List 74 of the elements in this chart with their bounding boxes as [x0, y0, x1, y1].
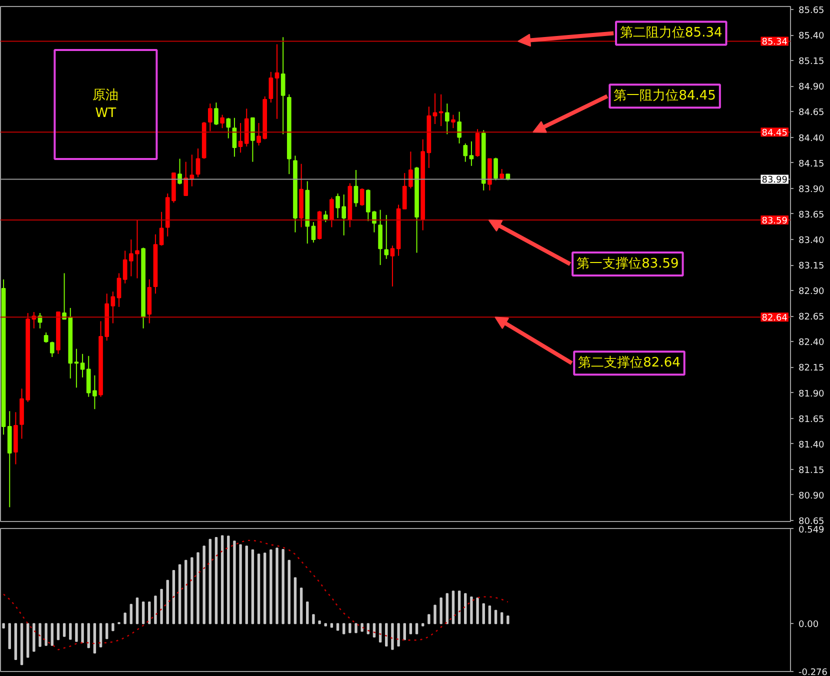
candlestick: [330, 197, 334, 228]
candlestick: [494, 157, 498, 181]
annotation: 第二支撑位82.64: [578, 356, 680, 371]
y-tick-label: 82.90: [798, 287, 825, 298]
y-tick-label: 84.40: [798, 134, 825, 144]
candlestick: [159, 211, 164, 246]
candlestick: [354, 169, 358, 208]
candlestick: [384, 214, 389, 260]
y-tick-label: 81.65: [798, 414, 824, 425]
candlestick: [469, 140, 474, 166]
y-tick-label: 85.40: [798, 32, 825, 42]
annotation: 第二阻力位85.34: [620, 26, 722, 41]
y-tick-label: 82.65: [798, 312, 824, 323]
candlestick: [463, 142, 468, 162]
annotation: 原油 WT: [92, 88, 119, 121]
candlestick: [50, 341, 54, 358]
candlestick: [311, 222, 316, 244]
candlestick: [438, 94, 444, 127]
y-tick-label: -0.276: [798, 668, 828, 676]
candlestick: [280, 36, 286, 135]
y-tick-label: 82.15: [798, 364, 824, 374]
candlestick: [116, 272, 122, 308]
candlestick: [110, 291, 116, 324]
line-series: [2, 540, 509, 650]
candlestick: [122, 250, 128, 284]
candlestick: [274, 44, 280, 120]
y-tick-label: 84.90: [798, 82, 825, 93]
candlestick: [44, 332, 48, 344]
candlestick: [238, 122, 243, 154]
ref-line-label: 82.64: [762, 314, 788, 324]
candlestick: [402, 172, 407, 210]
candlestick: [378, 209, 382, 266]
y-tick-label: 83.65: [798, 210, 824, 220]
y-tick-label: 80.90: [798, 491, 825, 502]
annotation: 第一支撑位83.59: [576, 256, 679, 272]
candlestick: [444, 103, 450, 135]
candlestick: [214, 102, 218, 126]
candlestick: [408, 151, 413, 189]
y-tick-label: 0.549: [798, 526, 825, 536]
y-tick-label: 84.65: [798, 108, 824, 118]
ref-line-label: 83.59: [762, 216, 788, 227]
y-tick-label: 81.15: [798, 466, 824, 476]
candlestick: [184, 161, 188, 196]
ref-line-label: 84.45: [762, 128, 788, 139]
ref-line-label: 83.99: [762, 176, 788, 186]
candlestick: [323, 210, 328, 223]
y-tick-label: 80.65: [798, 516, 824, 527]
candlestick: [178, 158, 182, 185]
y-tick-label: 81.40: [798, 440, 825, 450]
candlestick: [451, 114, 456, 129]
candlestick: [390, 245, 395, 287]
candlestick: [208, 103, 212, 132]
y-tick-label: 83.15: [798, 262, 824, 272]
y-tick-label: 85.15: [798, 57, 824, 68]
candlestick: [475, 128, 480, 158]
candlestick: [250, 117, 255, 162]
candlestick: [74, 348, 79, 388]
candlestick: [457, 111, 462, 144]
y-tick-label: 81.90: [798, 389, 825, 400]
candlestick: [268, 71, 274, 104]
candlestick: [220, 114, 224, 129]
candlestick: [226, 117, 231, 139]
y-tick-label: 82.40: [798, 338, 825, 348]
annotation: 第一阻力位84.45: [614, 88, 716, 104]
candlestick: [432, 92, 438, 125]
y-tick-label: 84.15: [798, 159, 824, 170]
y-tick-label: 0.00: [798, 620, 819, 630]
y-tick-label: 83.40: [798, 236, 825, 246]
candlestick: [196, 148, 200, 178]
y-tick-label: 85.65: [798, 6, 824, 16]
ref-line-label: 85.34: [762, 38, 788, 48]
y-tick-label: 83.90: [798, 184, 825, 195]
candlestick: [360, 188, 364, 206]
candlestick: [80, 353, 85, 378]
